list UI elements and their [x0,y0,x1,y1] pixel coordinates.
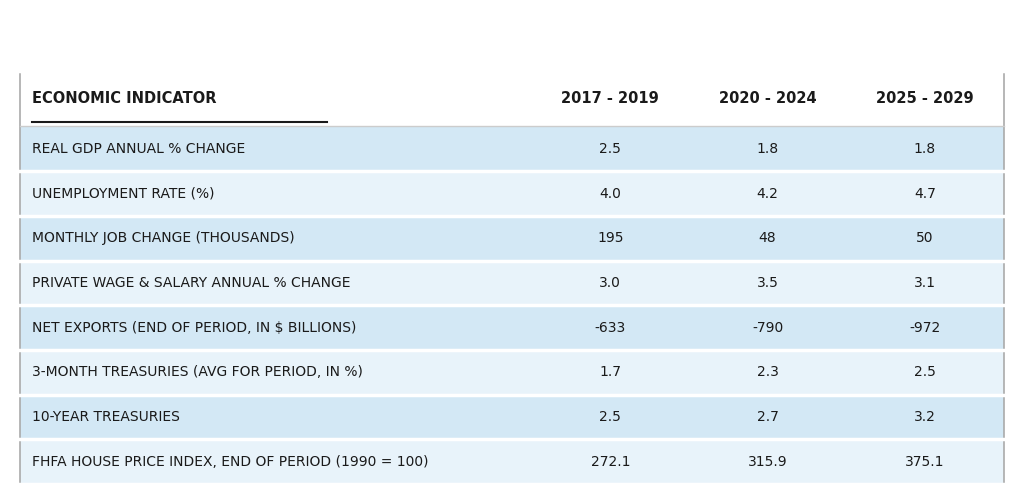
Text: FHFA HOUSE PRICE INDEX, END OF PERIOD (1990 = 100): FHFA HOUSE PRICE INDEX, END OF PERIOD (1… [33,455,429,469]
Text: 10-YEAR TREASURIES: 10-YEAR TREASURIES [33,410,180,424]
Bar [20,305,1004,350]
Bar [20,71,1004,126]
Text: 4.0: 4.0 [599,187,622,201]
Text: 4.2: 4.2 [757,187,778,201]
Text: 2020 - 2024: 2020 - 2024 [719,91,816,106]
Text: 375.1: 375.1 [905,455,944,469]
Bar [20,439,1004,484]
Text: 2.3: 2.3 [757,366,778,379]
Text: 2017 - 2019: 2017 - 2019 [561,91,659,106]
Text: NET EXPORTS (END OF PERIOD, IN $ BILLIONS): NET EXPORTS (END OF PERIOD, IN $ BILLION… [33,321,356,334]
Text: 3.5: 3.5 [757,276,778,290]
Text: -790: -790 [752,321,783,334]
Bar [20,350,1004,395]
Text: 50: 50 [916,231,934,245]
Text: 2025 - 2029: 2025 - 2029 [877,91,974,106]
Text: 1.8: 1.8 [757,142,778,156]
Text: 1.8: 1.8 [913,142,936,156]
Text: 2.5: 2.5 [914,366,936,379]
Bar [20,126,1004,171]
Text: 2.5: 2.5 [599,410,622,424]
Text: 1.7: 1.7 [599,366,622,379]
Bar [20,171,1004,216]
Text: 2.5: 2.5 [599,142,622,156]
Text: 3.1: 3.1 [913,276,936,290]
Text: 3.0: 3.0 [599,276,622,290]
Text: BY THE NUMBERS: THE ECONOMIC DECELERATION: BY THE NUMBERS: THE ECONOMIC DECELERATIO… [38,28,643,48]
Text: PRIVATE WAGE & SALARY ANNUAL % CHANGE: PRIVATE WAGE & SALARY ANNUAL % CHANGE [33,276,351,290]
Bar [20,216,1004,260]
Text: 2.7: 2.7 [757,410,778,424]
Text: 272.1: 272.1 [591,455,630,469]
Text: UNEMPLOYMENT RATE (%): UNEMPLOYMENT RATE (%) [33,187,215,201]
Text: 3-MONTH TREASURIES (AVG FOR PERIOD, IN %): 3-MONTH TREASURIES (AVG FOR PERIOD, IN %… [33,366,364,379]
Text: 48: 48 [759,231,776,245]
Bar [20,260,1004,305]
Text: -972: -972 [909,321,940,334]
Text: MONTHLY JOB CHANGE (THOUSANDS): MONTHLY JOB CHANGE (THOUSANDS) [33,231,295,245]
Text: 315.9: 315.9 [748,455,787,469]
Text: -633: -633 [595,321,626,334]
Text: REAL GDP ANNUAL % CHANGE: REAL GDP ANNUAL % CHANGE [33,142,246,156]
Text: 4.7: 4.7 [914,187,936,201]
Text: 195: 195 [597,231,624,245]
Text: ECONOMIC INDICATOR: ECONOMIC INDICATOR [33,91,217,106]
Text: 3.2: 3.2 [914,410,936,424]
Bar [20,395,1004,439]
